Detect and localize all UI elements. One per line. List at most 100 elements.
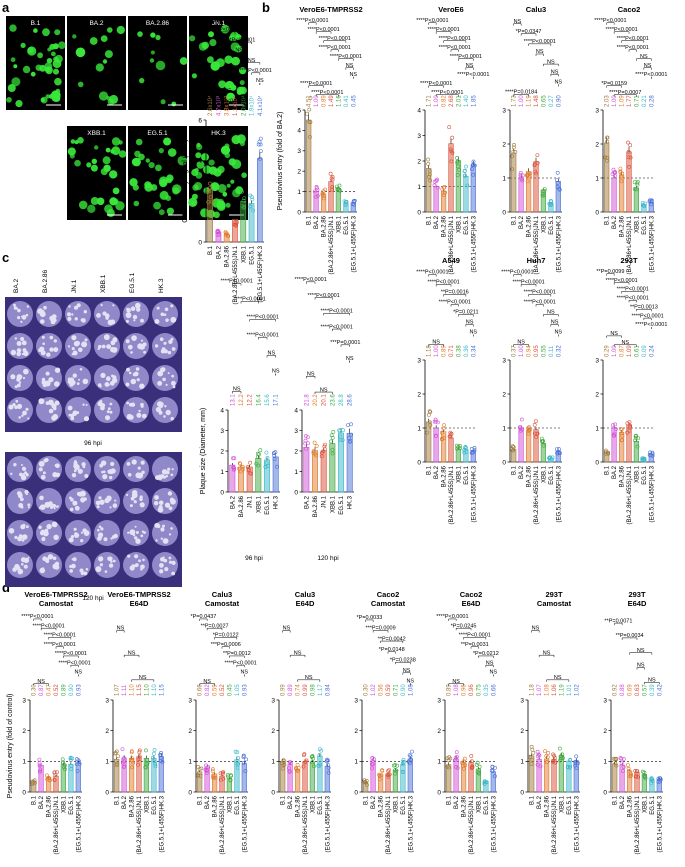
significance-bracket xyxy=(258,337,268,340)
significance-bracket xyxy=(435,284,452,287)
y-tick-label: 2 xyxy=(603,728,607,735)
data-point xyxy=(448,147,453,152)
plaque xyxy=(106,344,111,349)
plaque xyxy=(13,568,16,571)
data-point xyxy=(131,760,136,765)
plaque xyxy=(80,490,86,497)
bar-1 xyxy=(313,191,319,213)
plaque xyxy=(141,413,147,419)
plaque xyxy=(161,367,166,372)
category-label: (BA.2.86+L455S)JN.1 xyxy=(137,795,143,854)
significance-bracket xyxy=(435,94,459,97)
data-point xyxy=(303,434,308,438)
plaque xyxy=(125,319,129,323)
category-label: XBB.1 xyxy=(310,795,316,813)
plaque xyxy=(126,401,129,405)
y-tick-label: 3 xyxy=(417,357,421,364)
data-point xyxy=(224,232,229,237)
significance-bracket xyxy=(636,58,652,61)
value-label: 0.42 xyxy=(657,684,663,696)
data-point xyxy=(635,769,639,774)
significance-label: *P=0.0245 xyxy=(451,623,477,629)
data-point xyxy=(547,201,552,206)
data-point xyxy=(37,761,42,765)
significance-bracket xyxy=(199,618,208,621)
significance-bracket xyxy=(55,646,64,649)
significance-label: NS xyxy=(466,320,474,326)
significance-bracket xyxy=(613,31,630,34)
bar-0 xyxy=(426,168,432,213)
data-point xyxy=(243,769,248,774)
value-label: 1.05 xyxy=(235,684,241,696)
value-label: 1.73 xyxy=(512,95,518,107)
plaque xyxy=(14,405,18,410)
y-tick-label: 0 xyxy=(105,789,109,796)
gfp-cell xyxy=(100,168,108,176)
gfp-cell xyxy=(11,77,21,87)
significance-label: ***P=0.0001 xyxy=(330,340,360,346)
data-point xyxy=(457,167,461,172)
data-point xyxy=(129,750,134,755)
significance-label: NS xyxy=(648,678,656,684)
plaque xyxy=(135,538,141,544)
significance-bracket xyxy=(538,654,555,658)
plaque xyxy=(38,348,42,353)
y-tick-label: 3 xyxy=(271,697,275,704)
plaque xyxy=(39,504,46,511)
significance-label: ****P<0.0001 xyxy=(439,36,471,42)
value-label: 1.02 xyxy=(371,684,377,696)
plaque xyxy=(47,554,54,560)
data-point xyxy=(613,171,617,175)
significance-label: *P=0.0212 xyxy=(473,651,499,657)
gfp-cell xyxy=(235,186,244,195)
category-label: (EG.5.1+L455F)HK.3 xyxy=(574,795,580,852)
significance-bracket xyxy=(131,679,155,682)
category-label: BA.2.86 xyxy=(379,795,385,817)
data-point xyxy=(540,439,544,444)
plaque xyxy=(70,416,75,421)
value-label: 0.99 xyxy=(303,684,309,696)
plaque xyxy=(159,569,164,574)
data-point xyxy=(427,420,432,425)
value-label: 28.8 xyxy=(339,394,345,406)
significance-label: NS xyxy=(637,663,645,669)
data-point xyxy=(244,757,249,762)
y-tick-label: 1 xyxy=(271,759,275,766)
significance-label: ****P<0.0001 xyxy=(247,333,279,339)
value-label: 1.06 xyxy=(552,684,558,696)
category-label: XBB.1 xyxy=(476,795,482,813)
significance-bracket xyxy=(209,21,219,24)
value-label: 1.08 xyxy=(545,684,551,696)
gfp-cell xyxy=(131,158,140,166)
data-point xyxy=(452,758,457,763)
plaque xyxy=(169,497,175,502)
plate-column-label: XBB.1 xyxy=(100,274,107,293)
data-point xyxy=(338,434,343,439)
data-point xyxy=(433,419,438,424)
value-label: 0.61 xyxy=(634,345,640,357)
significance-bracket xyxy=(513,344,529,347)
significance-bracket xyxy=(206,627,223,631)
gfp-cell xyxy=(149,58,155,63)
gfp-cell xyxy=(13,64,18,69)
data-point xyxy=(447,125,452,130)
plaque xyxy=(163,415,166,418)
plaque xyxy=(22,410,27,416)
data-point xyxy=(528,755,532,759)
value-label: 0.37 xyxy=(512,345,518,357)
data-point xyxy=(325,757,330,762)
category-label: (BA.2.86+L455S)JN.1 xyxy=(534,465,540,524)
significance-bracket xyxy=(613,344,637,347)
significance-label: *P=0.0325 xyxy=(206,88,232,94)
significance-label: ****P<0.0001 xyxy=(198,17,230,23)
gfp-cell xyxy=(218,80,227,89)
plaque xyxy=(131,492,138,499)
bar-5 xyxy=(400,764,406,793)
data-point xyxy=(160,760,165,764)
data-point xyxy=(113,751,118,755)
bar-6 xyxy=(75,763,81,793)
category-label: XBB.1 xyxy=(336,215,342,233)
chart-subtitle: E64D xyxy=(462,599,481,608)
significance-label: ****P<0.0001 xyxy=(58,660,90,666)
